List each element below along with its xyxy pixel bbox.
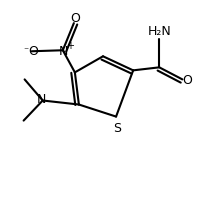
Text: H₂N: H₂N — [147, 25, 171, 37]
Text: O: O — [29, 45, 39, 57]
Text: O: O — [182, 74, 192, 86]
Text: S: S — [113, 122, 121, 134]
Text: O: O — [70, 12, 80, 24]
Text: N: N — [59, 45, 68, 57]
Text: +: + — [66, 41, 75, 51]
Text: N: N — [37, 93, 46, 105]
Text: ⁻: ⁻ — [23, 46, 28, 56]
